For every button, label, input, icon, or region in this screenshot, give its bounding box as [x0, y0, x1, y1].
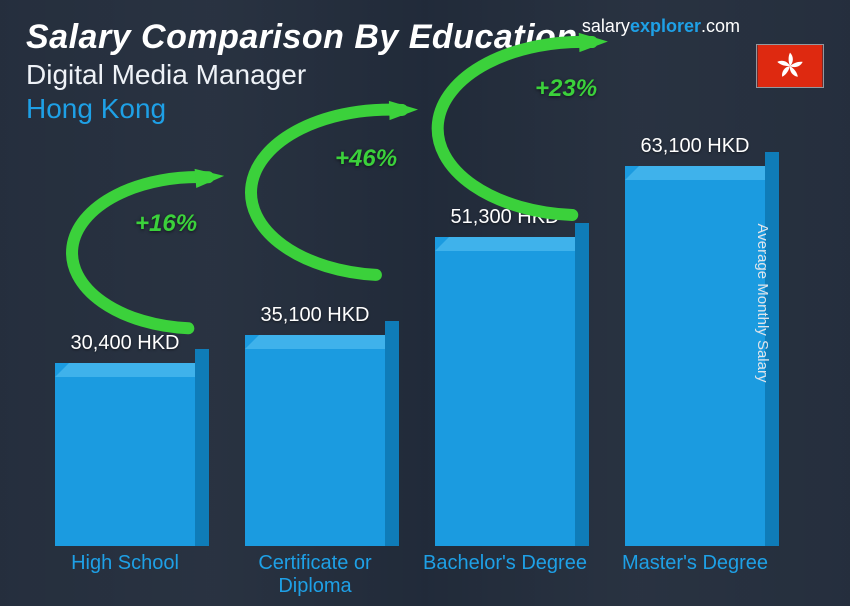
bar-value-label: 30,400 HKD [71, 332, 180, 355]
x-axis-label: Certificate or Diploma [230, 552, 400, 598]
flag-icon [756, 44, 824, 88]
increase-percent-label: +23% [535, 75, 597, 103]
y-axis-label: Average Monthly Salary [754, 224, 771, 383]
x-axis-label: Bachelor's Degree [420, 552, 590, 598]
logo-part2: explorer [630, 16, 701, 36]
bar-2: 51,300 HKD [430, 237, 580, 546]
bar-3: 63,100 HKD [620, 166, 770, 546]
increase-percent-label: +16% [135, 210, 197, 238]
x-axis-label: High School [40, 552, 210, 598]
bar-0: 30,400 HKD [50, 363, 200, 546]
site-logo: salaryexplorer.com [582, 16, 740, 37]
bar-value-label: 51,300 HKD [451, 206, 560, 229]
logo-part1: salary [582, 16, 630, 36]
logo-part3: .com [701, 16, 740, 36]
chart-subtitle-job: Digital Media Manager [26, 59, 824, 91]
bar-1: 35,100 HKD [240, 335, 390, 546]
bar-value-label: 35,100 HKD [261, 304, 370, 327]
bar-chart: 30,400 HKD 35,100 HKD 51,300 HKD 63,100 … [30, 140, 790, 546]
increase-percent-label: +46% [335, 145, 397, 173]
x-axis: High School Certificate or Diploma Bachelo… [30, 552, 790, 598]
x-axis-label: Master's Degree [610, 552, 780, 598]
chart-subtitle-region: Hong Kong [26, 93, 824, 125]
bar-value-label: 63,100 HKD [641, 135, 750, 158]
